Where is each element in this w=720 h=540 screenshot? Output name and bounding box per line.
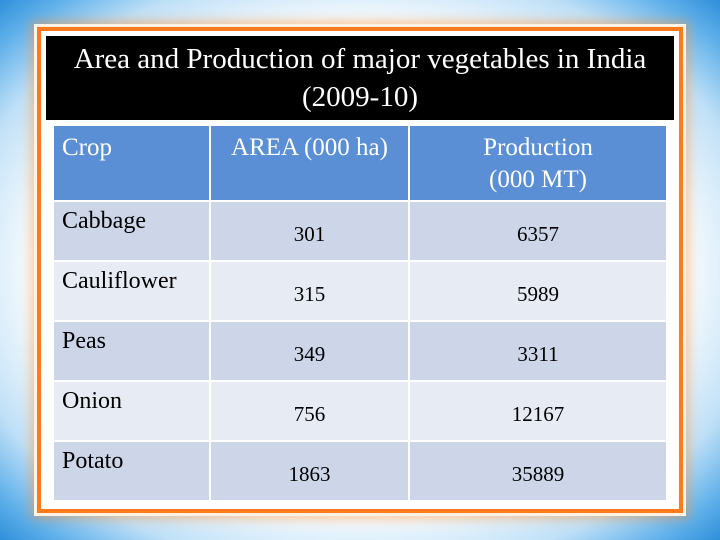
production-cell: 12167 [408,380,668,442]
crop-cell: Onion [52,380,211,442]
production-cell: 6357 [408,200,668,262]
crop-cell: Potato [52,440,211,502]
table-row: Peas 349 3311 [52,320,668,382]
area-cell: 301 [209,200,410,262]
header-production-label: Production (000 MT) [483,134,593,193]
header-area: AREA (000 ha) [209,124,410,202]
table-row: Potato 1863 35889 [52,440,668,502]
crop-cell: Cauliflower [52,260,211,322]
area-cell: 1863 [209,440,410,502]
production-cell: 3311 [408,320,668,382]
header-crop: Crop [52,124,211,202]
slide-title: Area and Production of major vegetables … [73,43,647,113]
area-cell: 315 [209,260,410,322]
table-header: Crop AREA (000 ha) Production (000 MT) [52,124,668,202]
title-banner: Area and Production of major vegetables … [46,36,674,120]
table-body: Cabbage 301 6357 Cauliflower 315 5989 Pe… [52,200,668,502]
header-row: Crop AREA (000 ha) Production (000 MT) [52,124,668,202]
crop-cell: Peas [52,320,211,382]
vegetable-table: Crop AREA (000 ha) Production (000 MT) C… [52,124,668,502]
table-row: Onion 756 12167 [52,380,668,442]
table-row: Cabbage 301 6357 [52,200,668,262]
area-cell: 349 [209,320,410,382]
header-production: Production (000 MT) [408,124,668,202]
crop-cell: Cabbage [52,200,211,262]
production-cell: 5989 [408,260,668,322]
area-cell: 756 [209,380,410,442]
production-cell: 35889 [408,440,668,502]
table-row: Cauliflower 315 5989 [52,260,668,322]
